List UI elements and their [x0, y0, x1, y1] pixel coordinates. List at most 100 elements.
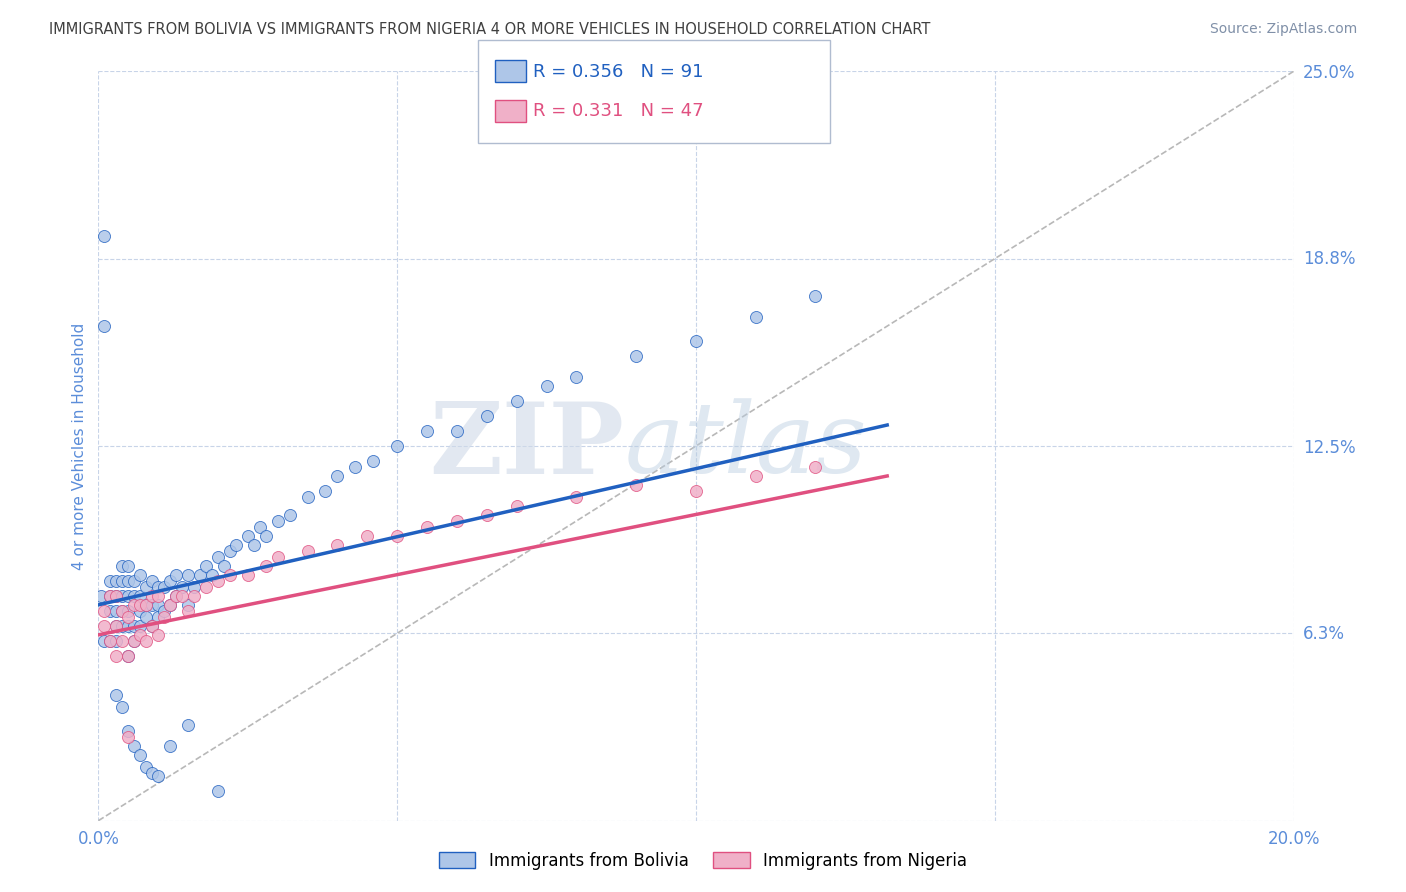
- Point: [177, 604, 200, 618]
- Point: [111, 589, 134, 603]
- Point: [195, 580, 218, 594]
- Point: [183, 580, 205, 594]
- Point: [506, 394, 529, 409]
- Point: [148, 610, 170, 624]
- Point: [201, 567, 224, 582]
- Point: [124, 589, 146, 603]
- Point: [148, 628, 170, 642]
- Point: [141, 619, 163, 633]
- Point: [141, 619, 163, 633]
- Point: [385, 529, 409, 543]
- Point: [385, 439, 409, 453]
- Point: [243, 538, 266, 552]
- Point: [207, 574, 229, 588]
- Point: [90, 589, 112, 603]
- Point: [236, 529, 259, 543]
- Text: ZIP: ZIP: [429, 398, 624, 494]
- Point: [111, 574, 134, 588]
- Point: [124, 598, 146, 612]
- Point: [148, 589, 170, 603]
- Point: [111, 604, 134, 618]
- Point: [356, 529, 378, 543]
- Point: [117, 730, 139, 744]
- Point: [111, 604, 134, 618]
- Point: [297, 490, 319, 504]
- Point: [111, 558, 134, 573]
- Point: [219, 567, 242, 582]
- Point: [117, 610, 139, 624]
- Point: [207, 549, 229, 564]
- Point: [278, 508, 301, 522]
- Point: [195, 558, 218, 573]
- Point: [153, 610, 176, 624]
- Point: [111, 699, 134, 714]
- Point: [153, 580, 176, 594]
- Point: [159, 739, 181, 753]
- Point: [165, 589, 187, 603]
- Point: [804, 289, 827, 303]
- Point: [105, 648, 128, 663]
- Point: [98, 589, 122, 603]
- Point: [124, 619, 146, 633]
- Point: [98, 633, 122, 648]
- Point: [363, 454, 385, 468]
- Point: [172, 589, 194, 603]
- Point: [105, 574, 128, 588]
- Point: [135, 580, 157, 594]
- Point: [117, 648, 139, 663]
- Point: [183, 589, 205, 603]
- Point: [165, 589, 187, 603]
- Point: [124, 633, 146, 648]
- Point: [135, 760, 157, 774]
- Point: [267, 549, 290, 564]
- Point: [135, 598, 157, 612]
- Point: [249, 520, 271, 534]
- Point: [93, 604, 115, 618]
- Point: [105, 619, 128, 633]
- Point: [105, 604, 128, 618]
- Point: [117, 558, 139, 573]
- Point: [129, 747, 152, 762]
- Point: [159, 598, 181, 612]
- Point: [98, 604, 122, 618]
- Point: [254, 529, 277, 543]
- Point: [141, 598, 163, 612]
- Point: [129, 567, 152, 582]
- Point: [98, 574, 122, 588]
- Point: [129, 628, 152, 642]
- Point: [177, 598, 200, 612]
- Point: [475, 508, 498, 522]
- Point: [117, 648, 139, 663]
- Point: [326, 538, 349, 552]
- Point: [685, 334, 707, 348]
- Point: [565, 490, 588, 504]
- Point: [315, 483, 337, 498]
- Point: [153, 604, 176, 618]
- Point: [326, 469, 349, 483]
- Point: [105, 589, 128, 603]
- Point: [159, 574, 181, 588]
- Point: [745, 310, 768, 325]
- Point: [536, 379, 558, 393]
- Point: [219, 544, 242, 558]
- Text: atlas: atlas: [624, 399, 868, 493]
- Point: [148, 598, 170, 612]
- Point: [148, 580, 170, 594]
- Point: [685, 483, 707, 498]
- Point: [129, 619, 152, 633]
- Point: [745, 469, 768, 483]
- Point: [188, 567, 211, 582]
- Point: [207, 783, 229, 797]
- Point: [475, 409, 498, 423]
- Point: [117, 619, 139, 633]
- Point: [416, 424, 439, 438]
- Point: [416, 520, 439, 534]
- Point: [124, 574, 146, 588]
- Point: [124, 739, 146, 753]
- Point: [148, 769, 170, 783]
- Point: [117, 574, 139, 588]
- Point: [129, 604, 152, 618]
- Point: [135, 610, 157, 624]
- Point: [177, 567, 200, 582]
- Point: [105, 688, 128, 702]
